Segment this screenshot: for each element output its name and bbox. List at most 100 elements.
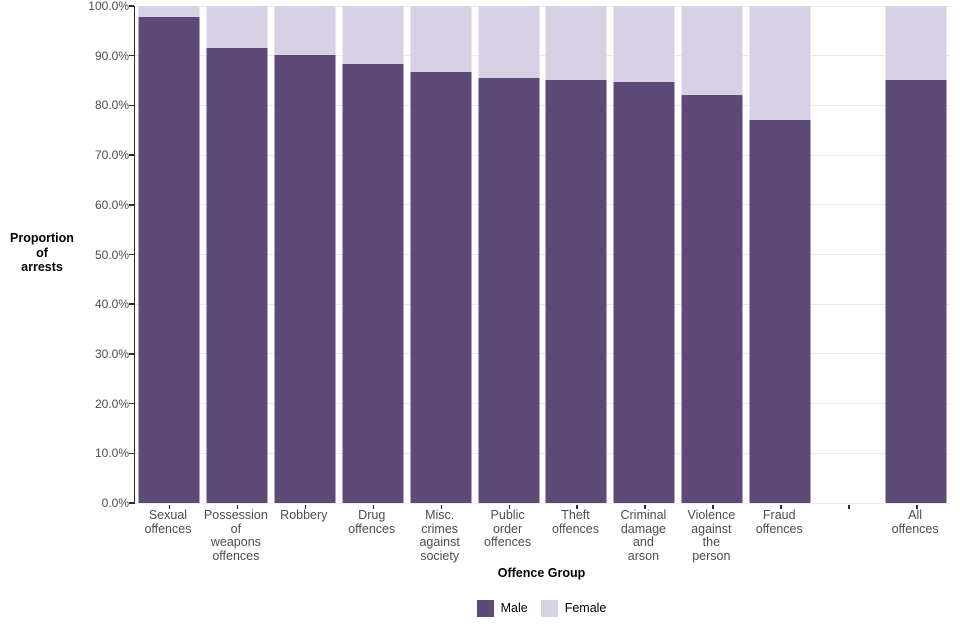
gridline	[135, 403, 950, 405]
bar-segment-female	[274, 6, 336, 56]
x-tick	[440, 504, 443, 509]
gridline	[135, 154, 950, 156]
bar-segment-male	[206, 47, 268, 503]
bar-segment-male	[410, 72, 472, 503]
stacked-bar	[885, 6, 947, 503]
stacked-bar	[410, 6, 472, 503]
y-tick	[129, 204, 134, 206]
y-axis-label: 100.0%	[88, 0, 129, 13]
bar-segment-female	[749, 6, 811, 121]
bar-segment-male	[545, 80, 607, 503]
y-axis-title: Proportion of arrests	[10, 231, 74, 274]
y-axis-label: 20.0%	[94, 396, 129, 411]
gridline	[135, 303, 950, 305]
y-axis-label: 60.0%	[94, 197, 129, 212]
stacked-bar	[681, 6, 743, 503]
bar-slot	[407, 6, 475, 509]
bar-segment-male	[342, 63, 404, 503]
x-axis-label: Criminal damage and arson	[620, 508, 667, 563]
x-tick	[848, 504, 850, 509]
x-tick	[644, 504, 646, 509]
y-tick	[129, 502, 134, 504]
bar-segment-female	[206, 6, 268, 48]
bar-segment-female	[410, 6, 472, 73]
stacked-bar	[138, 6, 200, 503]
female-color-swatch	[540, 599, 558, 617]
y-tick	[129, 253, 134, 256]
bar-segment-female	[613, 6, 675, 82]
stacked-bar	[274, 6, 336, 503]
x-axis-title: Offence Group	[497, 566, 586, 580]
x-axis-label: Sexual offences	[144, 508, 192, 536]
y-tick	[129, 452, 134, 455]
stacked-bar	[206, 6, 268, 503]
x-axis-label: Fraud offences	[755, 508, 803, 536]
x-axis-label: Public order offences	[484, 508, 532, 549]
x-axis-label: Drug offences	[348, 508, 396, 536]
stacked-bar	[342, 6, 404, 503]
x-tick	[712, 504, 714, 509]
bar-slot	[543, 6, 611, 509]
x-axis-label	[813, 509, 881, 563]
x-tick	[780, 504, 782, 509]
stacked-bar	[545, 6, 607, 503]
legend: Male Female	[134, 597, 949, 619]
bar-slot	[882, 6, 950, 509]
x-axis-label: Theft offences	[551, 508, 599, 536]
gridline	[135, 104, 950, 106]
bar-slot	[746, 6, 814, 509]
legend-item-male: Male	[476, 599, 528, 617]
x-axis-label: Robbery	[280, 508, 328, 522]
y-tick	[129, 303, 134, 305]
stacked-bar	[749, 6, 811, 503]
empty-slot	[814, 6, 882, 509]
bar-slot	[203, 6, 271, 509]
x-tick	[916, 504, 918, 509]
x-tick	[508, 504, 511, 509]
x-axis-labels: Sexual offences Possession of weapons off…	[134, 508, 949, 563]
bar-slot	[610, 6, 678, 509]
gridline	[135, 55, 950, 57]
x-tick	[304, 504, 307, 509]
gridline	[135, 204, 950, 206]
bar-segment-female	[681, 6, 743, 95]
bar-segment-female	[138, 6, 200, 18]
y-tick	[129, 5, 134, 7]
bar-segment-male	[478, 77, 540, 503]
x-tick	[236, 504, 239, 509]
x-tick	[576, 504, 578, 509]
x-axis-label: Violence against the person	[687, 508, 736, 563]
bar-slot	[678, 6, 746, 509]
bar-segment-male	[681, 94, 743, 503]
bar-segment-male	[613, 81, 675, 503]
legend-label-female: Female	[564, 601, 607, 615]
x-tick	[372, 504, 375, 509]
male-color-swatch	[476, 599, 494, 617]
gridline	[135, 254, 950, 255]
x-axis-label: All offences	[891, 508, 939, 536]
bar-slot	[135, 6, 203, 509]
legend-label-male: Male	[500, 601, 528, 615]
bar-segment-male	[274, 55, 336, 503]
bars-area	[135, 6, 950, 509]
bar-segment-female	[478, 6, 540, 78]
y-tick	[129, 154, 134, 156]
bar-slot	[475, 6, 543, 509]
y-tick	[129, 402, 134, 405]
x-tick	[168, 504, 171, 509]
y-axis-label: 0.0%	[101, 496, 129, 510]
y-tick	[129, 104, 134, 107]
y-axis-label: 80.0%	[94, 98, 129, 113]
gridline	[135, 353, 950, 355]
bar-segment-male	[138, 17, 200, 503]
y-axis-label: 30.0%	[94, 346, 129, 361]
stacked-bar	[613, 6, 675, 503]
stacked-bar	[478, 6, 540, 503]
bar-segment-female	[545, 6, 607, 81]
x-axis-label: Possession of weapons offences	[203, 508, 268, 563]
bar-segment-female	[885, 6, 947, 81]
legend-item-female: Female	[540, 599, 607, 617]
y-tick	[129, 54, 134, 57]
y-axis-label: 10.0%	[94, 446, 129, 461]
y-axis-label: 50.0%	[94, 247, 129, 262]
